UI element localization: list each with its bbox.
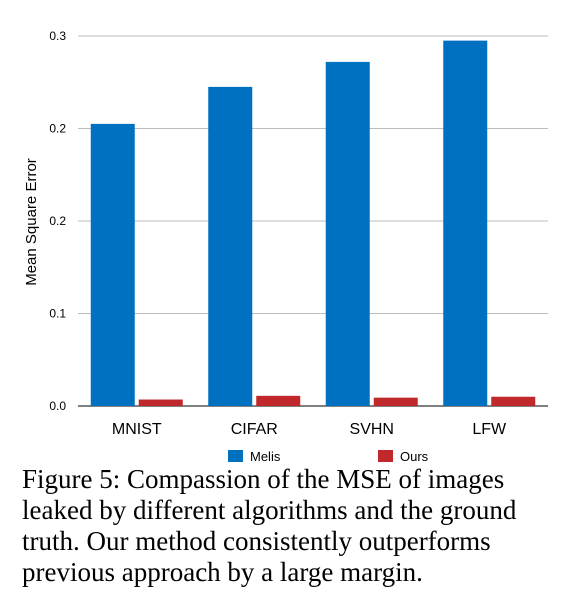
y-tick-label: 0.0: [49, 399, 66, 413]
legend-label-melis: Melis: [250, 449, 281, 464]
x-axis-ticks: MNIST CIFAR SVHN LFW: [112, 421, 507, 438]
bar-ours-mnist: [138, 399, 183, 406]
bar-melis-mnist: [90, 123, 135, 406]
x-tick-label: SVHN: [350, 421, 394, 438]
y-tick-label: 0.2: [49, 214, 66, 228]
bar-melis-cifar: [208, 86, 253, 406]
x-tick-label: LFW: [472, 421, 507, 438]
bar-ours-lfw: [491, 396, 536, 406]
y-tick-label: 0.1: [49, 307, 66, 321]
x-tick-label: CIFAR: [231, 421, 278, 438]
legend-swatch-ours: [378, 450, 393, 462]
bar-ours-cifar: [256, 395, 301, 406]
bar-melis-lfw: [443, 40, 488, 406]
bars: [90, 40, 536, 407]
y-tick-label: 0.2: [49, 122, 66, 136]
x-tick-label: MNIST: [112, 421, 162, 438]
y-axis-label: Mean Square Error: [23, 158, 40, 286]
y-axis-ticks: 0.0 0.1 0.2 0.2 0.3: [49, 29, 66, 413]
bar-chart: 0.0 0.1 0.2 0.2 0.3 MNIST CIFAR SVHN LFW Mean S…: [23, 29, 548, 464]
legend-swatch-melis: [228, 450, 243, 462]
legend: Melis Ours: [228, 449, 429, 464]
figure-caption: Figure 5: Compassion of the MSE of image…: [22, 464, 517, 587]
legend-label-ours: Ours: [400, 449, 429, 464]
y-tick-label: 0.3: [49, 29, 66, 43]
bar-melis-svhn: [325, 61, 370, 407]
bar-ours-svhn: [373, 397, 418, 406]
